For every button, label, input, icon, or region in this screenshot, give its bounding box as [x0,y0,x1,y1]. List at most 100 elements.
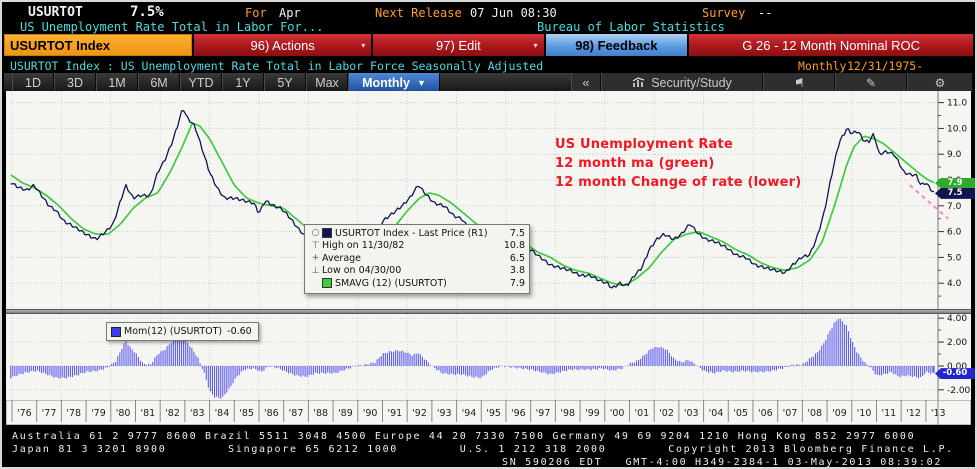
svg-text:'86: '86 [264,408,279,419]
svg-text:'07: '07 [783,408,798,419]
svg-text:'03: '03 [684,408,699,419]
svg-text:'09: '09 [832,408,847,419]
svg-text:'02: '02 [659,408,674,419]
collapse-panel-button[interactable]: « [571,73,601,92]
ticker-symbol: USURTOT [28,5,96,24]
tab-1d[interactable]: 1D [12,73,54,92]
svg-text:'05: '05 [733,408,748,419]
actions-caret-icon: ▾ [361,41,366,50]
svg-text:4.00: 4.00 [947,314,967,324]
svg-text:'90: '90 [363,408,378,419]
average-marker-icon: + [311,253,320,264]
tab-max[interactable]: Max [306,73,348,92]
momentum-bars [10,318,935,399]
smavg-line [10,122,935,287]
svg-text:'88: '88 [313,408,328,419]
svg-text:'97: '97 [536,408,551,419]
momentum-legend[interactable]: Mom(12) (USURTOT) -0.60 [106,322,259,341]
data-source: Bureau of Labor Statistics [537,20,725,34]
tab-period-monthly[interactable]: Monthly ▼ [348,73,440,92]
svg-text:'80: '80 [116,408,131,419]
actions-menu-button[interactable]: 96) Actions ▾ [194,34,372,56]
last-price-swatch [322,228,332,239]
footer-phones-2: Japan 81 3 3201 8900 Singapore 65 6212 1… [12,444,954,455]
pencil-icon: ✎ [865,75,877,90]
double-chevron-left-icon: « [582,75,590,90]
status-line: USURTOT Index : US Unemployment Rate Tot… [4,58,973,87]
svg-text:'81: '81 [140,408,155,419]
svg-text:10.0: 10.0 [947,124,967,134]
svg-text:6.0: 6.0 [947,228,962,238]
lower-right-axis: 4.00 2.00 0.00 -2.00 [937,314,971,400]
svg-text:'93: '93 [437,408,452,419]
feedback-button[interactable]: 98) Feedback [545,34,688,56]
low-marker-icon: ⊥ [311,265,320,276]
annotate-flag-button[interactable]: ⚑ [763,73,835,92]
smavg-swatch [322,278,332,289]
x-axis-band: '76 '77 '78 '79 '80 '81 '82 '83 '84 '85 '86 '87 '88 '… [6,400,971,425]
tab-1m[interactable]: 1M [96,73,138,92]
high-marker-icon: ⊤ [311,240,320,251]
range-tab-bar: 1D 3D 1M 6M YTD 1Y 5Y Max Monthly ▼ « Se… [4,73,973,92]
last-price-value-tag: 7.5 [935,187,975,199]
svg-text:'01: '01 [634,408,649,419]
svg-text:'12: '12 [906,408,921,419]
survey-label: Survey [702,6,746,20]
drag-handle-icon[interactable]: ○ [311,228,320,239]
svg-text:'00: '00 [610,408,625,419]
page-title: G 26 - 12 Month Nominal ROC [689,34,973,56]
svg-text:'76: '76 [17,408,32,419]
year-labels: '76 '77 '78 '79 '80 '81 '82 '83 '84 '85 '86 '87 '88 '… [11,400,946,422]
main-gridlines [10,91,937,309]
tab-1y[interactable]: 1Y [222,73,264,92]
ticker-input[interactable]: USURTOT Index [4,34,192,56]
momentum-swatch [111,326,121,337]
edit-menu-button[interactable]: 97) Edit ▾ [373,34,544,56]
svg-text:9.0: 9.0 [947,150,962,160]
legend-row-smavg: SMAVG (12) (USURTOT) 7.9 [309,277,525,290]
tab-6m[interactable]: 6M [138,73,180,92]
security-description: US Unemployment Rate Total in Labor For.… [20,20,324,34]
svg-text:'92: '92 [412,408,427,419]
survey-value: -- [758,6,773,20]
for-label: For [245,6,267,20]
chart-settings-button[interactable]: ⚙ [907,73,973,92]
security-study-button[interactable]: Security/Study [601,73,763,92]
svg-text:0.00: 0.00 [947,362,967,372]
svg-text:'96: '96 [511,408,526,419]
svg-text:'99: '99 [585,408,600,419]
chart-description: USURTOT Index : US Unemployment Rate Tot… [10,59,544,73]
svg-text:'04: '04 [709,408,724,419]
svg-text:'89: '89 [338,408,353,419]
momentum-value-tag: -0.60 [935,368,975,380]
tab-ytd[interactable]: YTD [180,73,222,92]
svg-text:11.0: 11.0 [947,99,967,109]
candle-chart-icon [632,77,645,87]
svg-text:'95: '95 [486,408,501,419]
legend-row-average: + Average 6.5 [309,252,525,265]
tab-5y[interactable]: 5Y [264,73,306,92]
trend-annotation-line [909,184,949,220]
flag-icon: ⚑ [793,75,805,90]
smavg-value-tag: 7.9 [935,177,975,189]
svg-text:4.0: 4.0 [947,279,962,289]
svg-text:-2.00: -2.00 [947,386,971,396]
frequency-label: Monthly [798,59,847,73]
legend-row-last-price: ○ USURTOT Index - Last Price (R1) 7.5 [309,227,525,240]
svg-text:'94: '94 [462,408,477,419]
footer-session-info: SN 590206 EDT GMT-4:00 H349-2384-1 03-Ma… [502,457,943,468]
main-chart-legend[interactable]: ○ USURTOT Index - Last Price (R1) 7.5 ⊤ … [304,224,530,294]
svg-text:'87: '87 [289,408,304,419]
svg-text:'78: '78 [66,408,81,419]
menu-bar: USURTOT Index 96) Actions ▾ 97) Edit ▾ 9… [4,34,973,56]
draw-note-button[interactable]: ✎ [835,73,907,92]
svg-text:'10: '10 [857,408,872,419]
svg-text:2.00: 2.00 [947,338,967,348]
tab-3d[interactable]: 3D [54,73,96,92]
legend-row-low: ⊥ Low on 04/30/00 3.8 [309,265,525,278]
chart-region: 4.05.06.07.08.09.010.011.0 4.002.000.00-… [6,91,975,425]
svg-text:'91: '91 [387,408,402,419]
user-annotation-text: US Unemployment Rate 12 month ma (green)… [555,137,802,190]
panel-divider[interactable] [6,309,971,314]
